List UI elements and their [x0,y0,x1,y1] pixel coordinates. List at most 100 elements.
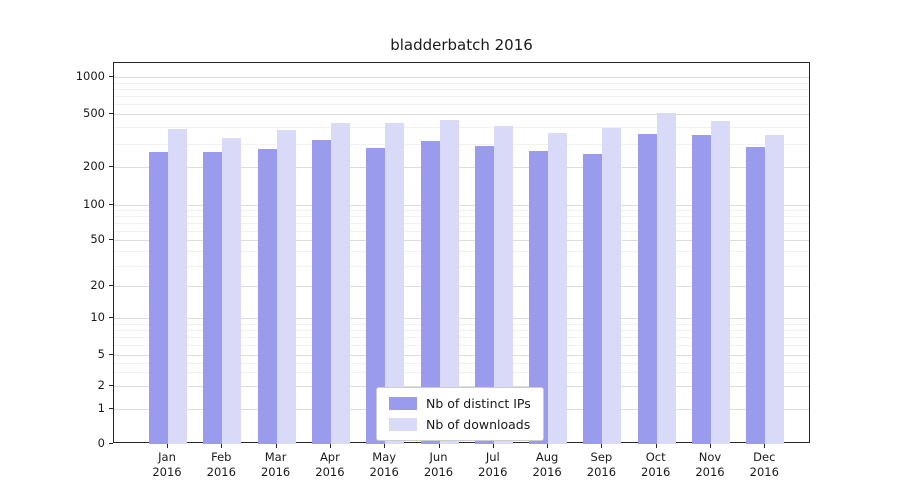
gridline-minor [114,362,809,364]
bar-nb-of-distinct-ips-apr [311,139,331,444]
y-axis-tick-mark [109,239,113,240]
y-axis-tick-label: 5 [97,347,105,361]
bar-nb-of-distinct-ips-feb [203,151,223,444]
y-axis-tick-mark [109,285,113,286]
y-axis-tick-mark [109,443,113,444]
bar-nb-of-downloads-may [385,122,405,444]
y-axis-tick-mark [109,317,113,318]
bar-nb-of-downloads-jul [493,126,513,444]
y-axis-tick-label: 20 [90,278,105,292]
y-axis-tick-mark [109,204,113,205]
bar-nb-of-distinct-ips-dec [746,146,766,444]
gridline-major [114,318,809,319]
x-axis-tick-mark [710,444,711,448]
bar-nb-of-distinct-ips-nov [692,135,711,444]
gridline-minor [114,104,809,106]
bar-nb-of-downloads-nov [711,121,730,444]
gridline-minor [114,216,809,218]
x-axis-tick-label: Dec 2016 [749,450,779,479]
bar-nb-of-distinct-ips-aug [529,150,549,444]
y-axis-tick-mark [109,354,113,355]
legend-swatch-distinct-ips [389,397,417,410]
y-axis-tick-mark [109,76,113,77]
y-axis-tick-label: 0 [97,436,105,450]
gridline-minor [114,96,809,98]
x-axis-tick-mark [384,444,386,448]
gridline-minor [114,337,809,339]
bar-nb-of-downloads-feb [222,138,242,444]
bar-nb-of-downloads-mar [276,129,296,444]
gridline-minor [114,223,809,224]
gridline-major [114,386,809,387]
y-axis-tick-mark [109,408,113,409]
gridline-major [114,205,809,206]
x-axis-tick-mark [655,444,657,448]
x-axis-tick-label: Mar 2016 [260,450,291,479]
bar-nb-of-downloads-jan [168,129,187,444]
gridline-major [114,286,809,287]
x-axis-tick-label: May 2016 [369,450,399,479]
x-axis-tick-mark [275,444,277,448]
gridline-minor [114,372,809,374]
gridline-minor [114,251,809,253]
legend-entry-distinct-ips: Nb of distinct IPs [389,396,531,411]
x-axis-tick-mark [764,444,766,448]
x-axis-tick-label: Oct 2016 [641,450,671,479]
gridline-minor [114,265,809,267]
legend-swatch-downloads [389,418,417,431]
bar-nb-of-distinct-ips-oct [637,133,657,444]
bar-nb-of-downloads-oct [656,112,676,444]
plot-area [113,62,810,444]
x-axis-tick-label: Apr 2016 [315,450,345,479]
gridline-minor [114,82,809,84]
bar-nb-of-distinct-ips-sep [583,154,603,444]
bar-nb-of-downloads-apr [330,123,350,444]
x-axis-tick-mark [329,444,331,448]
x-axis-tick-mark [221,444,223,448]
x-axis-tick-label: Jan 2016 [152,450,182,479]
x-axis-tick-label: Nov 2016 [695,450,725,479]
bar-nb-of-distinct-ips-mar [257,148,277,444]
y-axis-tick-label: 100 [83,197,105,211]
legend: Nb of distinct IPs Nb of downloads [376,387,544,441]
bar-nb-of-downloads-aug [548,133,568,444]
gridline-minor [114,210,809,212]
x-axis-tick-label: Jun 2016 [423,450,454,479]
y-axis-tick-label: 1000 [75,69,105,83]
gridline-major [114,167,809,168]
x-axis-tick-mark [547,444,549,448]
gridline-minor [114,345,809,347]
gridline-minor [114,329,809,331]
y-axis-tick-label: 50 [90,232,105,246]
gridline-major [114,240,809,241]
y-axis-tick-label: 10 [90,310,105,324]
gridline-major [114,114,809,115]
bar-nb-of-distinct-ips-jul [474,145,494,444]
y-axis-tick-label: 500 [83,106,105,120]
bar-nb-of-downloads-sep [602,128,622,444]
x-axis-tick-mark [438,444,440,448]
gridline-minor [114,88,809,90]
y-axis-tick-label: 1 [97,401,105,415]
gridline-major [114,77,809,78]
bar-nb-of-downloads-jun [439,120,459,444]
bar-nb-of-distinct-ips-jan [149,151,168,444]
x-axis-tick-label: Sep 2016 [586,450,617,479]
x-axis-tick-label: Feb 2016 [206,450,236,479]
bar-nb-of-distinct-ips-may [366,147,386,444]
y-axis-tick-mark [109,385,113,386]
legend-entry-downloads: Nb of downloads [389,417,531,432]
x-axis-tick-mark [492,444,494,448]
x-axis-tick-mark [167,444,168,448]
y-axis-tick-mark [109,113,113,114]
y-axis-tick-label: 200 [83,159,105,173]
gridline-minor [114,143,809,145]
gridline-minor [114,126,809,128]
gridline-major [114,355,809,356]
gridline-minor [114,323,809,325]
legend-label-downloads: Nb of downloads [426,417,531,432]
bar-nb-of-distinct-ips-jun [420,140,440,444]
x-axis-tick-label: Aug 2016 [532,450,562,479]
y-axis-tick-mark [109,166,113,167]
